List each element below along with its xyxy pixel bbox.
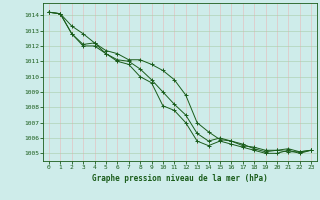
X-axis label: Graphe pression niveau de la mer (hPa): Graphe pression niveau de la mer (hPa) xyxy=(92,174,268,183)
